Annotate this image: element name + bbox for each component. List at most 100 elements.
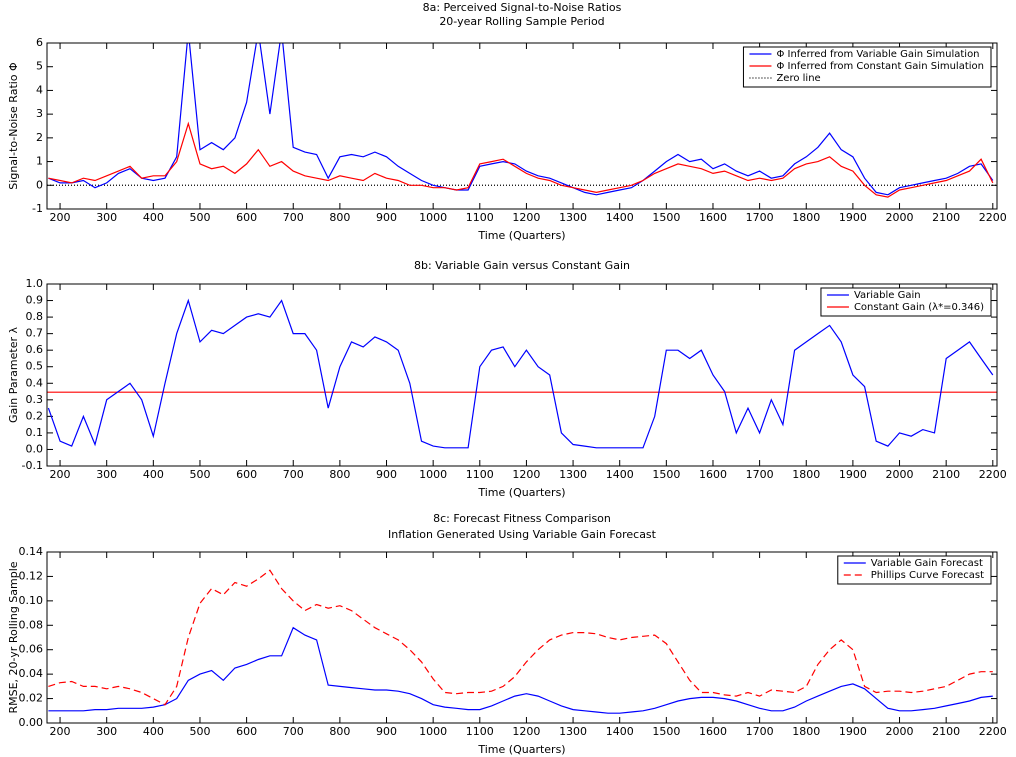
x-axis-label: Time (Quarters) — [477, 743, 565, 756]
legend-label: Φ Inferred from Constant Gain Simulation — [776, 61, 984, 72]
plot-frame — [46, 283, 998, 467]
x-tick-label: 1900 — [839, 725, 867, 738]
legend-label: Phillips Curve Forecast — [871, 570, 984, 581]
x-tick-label: 200 — [50, 468, 71, 481]
legend-box — [742, 46, 992, 88]
series-line — [48, 569, 993, 706]
y-tick-label: 5 — [36, 60, 43, 73]
x-tick-label: 2000 — [886, 211, 914, 224]
legend-box — [820, 287, 992, 317]
x-tick-label: 900 — [376, 468, 397, 481]
legend: Φ Inferred from Variable Gain Simulation… — [742, 46, 992, 88]
x-tick-label: 1900 — [839, 211, 867, 224]
x-tick-label: 300 — [96, 211, 117, 224]
x-tick-label: 300 — [96, 725, 117, 738]
y-tick-label: 3 — [36, 107, 43, 120]
x-tick-label: 1500 — [652, 211, 680, 224]
panel: 8a: Perceived Signal-to-Noise Ratios20-y… — [7, 1, 1007, 242]
x-tick-label: 1400 — [606, 211, 634, 224]
y-tick-label: 6 — [36, 36, 43, 49]
x-tick-label: 1100 — [466, 468, 494, 481]
x-tick-label: 800 — [329, 725, 350, 738]
y-tick-label: 0.00 — [19, 716, 44, 729]
panel: 8b: Variable Gain versus Constant Gain 20… — [7, 259, 1007, 499]
plot-area — [47, 43, 997, 198]
chart-title: 8a: Perceived Signal-to-Noise Ratios — [423, 1, 622, 14]
x-tick-label: 300 — [96, 468, 117, 481]
x-tick-label: 800 — [329, 211, 350, 224]
y-tick-label: -0.1 — [22, 459, 43, 472]
x-tick-label: 1300 — [559, 468, 587, 481]
y-tick-label: 0.9 — [26, 294, 44, 307]
chart-title: 8c: Forecast Fitness Comparison — [433, 512, 611, 525]
x-tick-label: 2100 — [932, 725, 960, 738]
x-tick-label: 500 — [189, 468, 210, 481]
x-tick-label: 1300 — [559, 211, 587, 224]
x-tick-label: 400 — [143, 725, 164, 738]
y-tick-label: 0.3 — [26, 393, 44, 406]
series-line — [47, 298, 994, 449]
x-tick-label: 1000 — [419, 725, 447, 738]
x-axis-label: Time (Quarters) — [477, 486, 565, 499]
y-axis-label: RMSE, 20-yr Rolling Sample — [7, 561, 20, 713]
y-tick-label: 4 — [36, 83, 43, 96]
plot-frame — [46, 42, 998, 210]
x-tick-label: 1100 — [466, 211, 494, 224]
y-tick-label: 0.4 — [26, 376, 44, 389]
y-tick-label: 1 — [36, 155, 43, 168]
x-tick-label: 2200 — [979, 725, 1007, 738]
x-tick-label: 700 — [283, 468, 304, 481]
y-tick-label: 0.08 — [19, 618, 44, 631]
x-tick-label: 1000 — [419, 468, 447, 481]
y-axis-label: Signal-to-Noise Ratio Φ — [7, 62, 20, 190]
y-tick-label: 0.1 — [26, 426, 44, 439]
x-tick-label: 2100 — [932, 468, 960, 481]
x-tick-label: 1800 — [792, 211, 820, 224]
x-tick-label: 2100 — [932, 211, 960, 224]
x-tick-label: 800 — [329, 468, 350, 481]
y-tick-label: -1 — [32, 202, 43, 215]
legend-label: Φ Inferred from Variable Gain Simulation — [776, 49, 979, 60]
x-tick-label: 1600 — [699, 468, 727, 481]
x-tick-label: 700 — [283, 211, 304, 224]
plot-frame — [46, 551, 998, 724]
x-axis-label: Time (Quarters) — [477, 229, 565, 242]
y-tick-label: 0.8 — [26, 310, 44, 323]
x-tick-label: 1700 — [746, 211, 774, 224]
series-line — [48, 121, 994, 198]
legend-label: Variable Gain Forecast — [871, 558, 983, 569]
x-tick-label: 1100 — [466, 725, 494, 738]
x-tick-label: 1200 — [512, 725, 540, 738]
x-tick-label: 900 — [376, 725, 397, 738]
x-tick-label: 1700 — [746, 725, 774, 738]
y-tick-label: 0.5 — [26, 360, 44, 373]
x-tick-label: 1500 — [652, 468, 680, 481]
y-tick-label: 1.0 — [26, 277, 44, 290]
y-tick-label: 0.2 — [26, 409, 44, 422]
x-tick-label: 700 — [283, 725, 304, 738]
plot-area — [48, 569, 993, 714]
x-tick-label: 2200 — [979, 468, 1007, 481]
legend-label: Constant Gain (λ*=0.346) — [854, 302, 984, 313]
y-tick-label: 0 — [36, 178, 43, 191]
x-tick-label: 1800 — [792, 725, 820, 738]
plot-area — [47, 298, 997, 449]
x-tick-label: 600 — [236, 211, 257, 224]
x-tick-label: 1500 — [652, 725, 680, 738]
x-tick-label: 400 — [143, 468, 164, 481]
x-tick-label: 200 — [50, 211, 71, 224]
x-tick-label: 600 — [236, 725, 257, 738]
x-tick-label: 1700 — [746, 468, 774, 481]
x-tick-label: 1300 — [559, 725, 587, 738]
chart-subtitle: 20-year Rolling Sample Period — [439, 15, 604, 28]
x-tick-label: 200 — [50, 725, 71, 738]
x-tick-label: 1600 — [699, 211, 727, 224]
series-line — [48, 626, 993, 714]
chart-title: 8b: Variable Gain versus Constant Gain — [414, 259, 630, 272]
x-tick-label: 2000 — [886, 468, 914, 481]
x-tick-label: 1200 — [512, 468, 540, 481]
x-tick-label: 1800 — [792, 468, 820, 481]
